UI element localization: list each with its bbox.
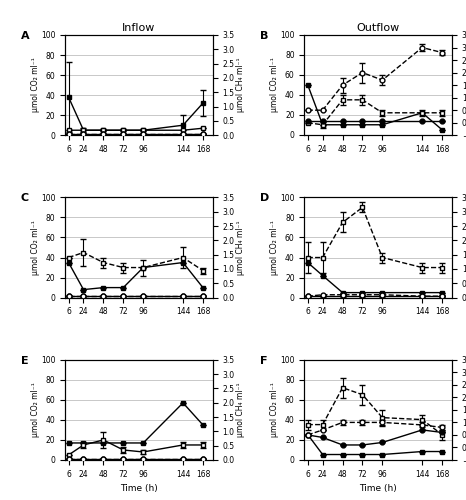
X-axis label: Time (h): Time (h) (359, 484, 397, 494)
Title: Inflow: Inflow (123, 23, 156, 33)
Y-axis label: μmol CH₄ ml⁻¹: μmol CH₄ ml⁻¹ (236, 58, 245, 112)
Y-axis label: μmol CH₄ ml⁻¹: μmol CH₄ ml⁻¹ (236, 382, 245, 437)
Text: C: C (21, 194, 29, 203)
Text: A: A (21, 31, 29, 41)
Y-axis label: μmol CO₂ ml⁻¹: μmol CO₂ ml⁻¹ (270, 382, 279, 438)
Text: F: F (260, 356, 267, 366)
Text: B: B (260, 31, 268, 41)
Text: D: D (260, 194, 269, 203)
Text: E: E (21, 356, 28, 366)
Title: Outflow: Outflow (356, 23, 400, 33)
X-axis label: Time (h): Time (h) (120, 484, 158, 494)
Y-axis label: μmol CH₄ ml⁻¹: μmol CH₄ ml⁻¹ (236, 220, 245, 274)
Y-axis label: μmol CO₂ ml⁻¹: μmol CO₂ ml⁻¹ (270, 58, 279, 112)
Y-axis label: μmol CO₂ ml⁻¹: μmol CO₂ ml⁻¹ (270, 220, 279, 275)
Y-axis label: μmol CO₂ ml⁻¹: μmol CO₂ ml⁻¹ (31, 58, 40, 112)
Y-axis label: μmol CO₂ ml⁻¹: μmol CO₂ ml⁻¹ (31, 382, 40, 438)
Y-axis label: μmol CO₂ ml⁻¹: μmol CO₂ ml⁻¹ (31, 220, 40, 275)
